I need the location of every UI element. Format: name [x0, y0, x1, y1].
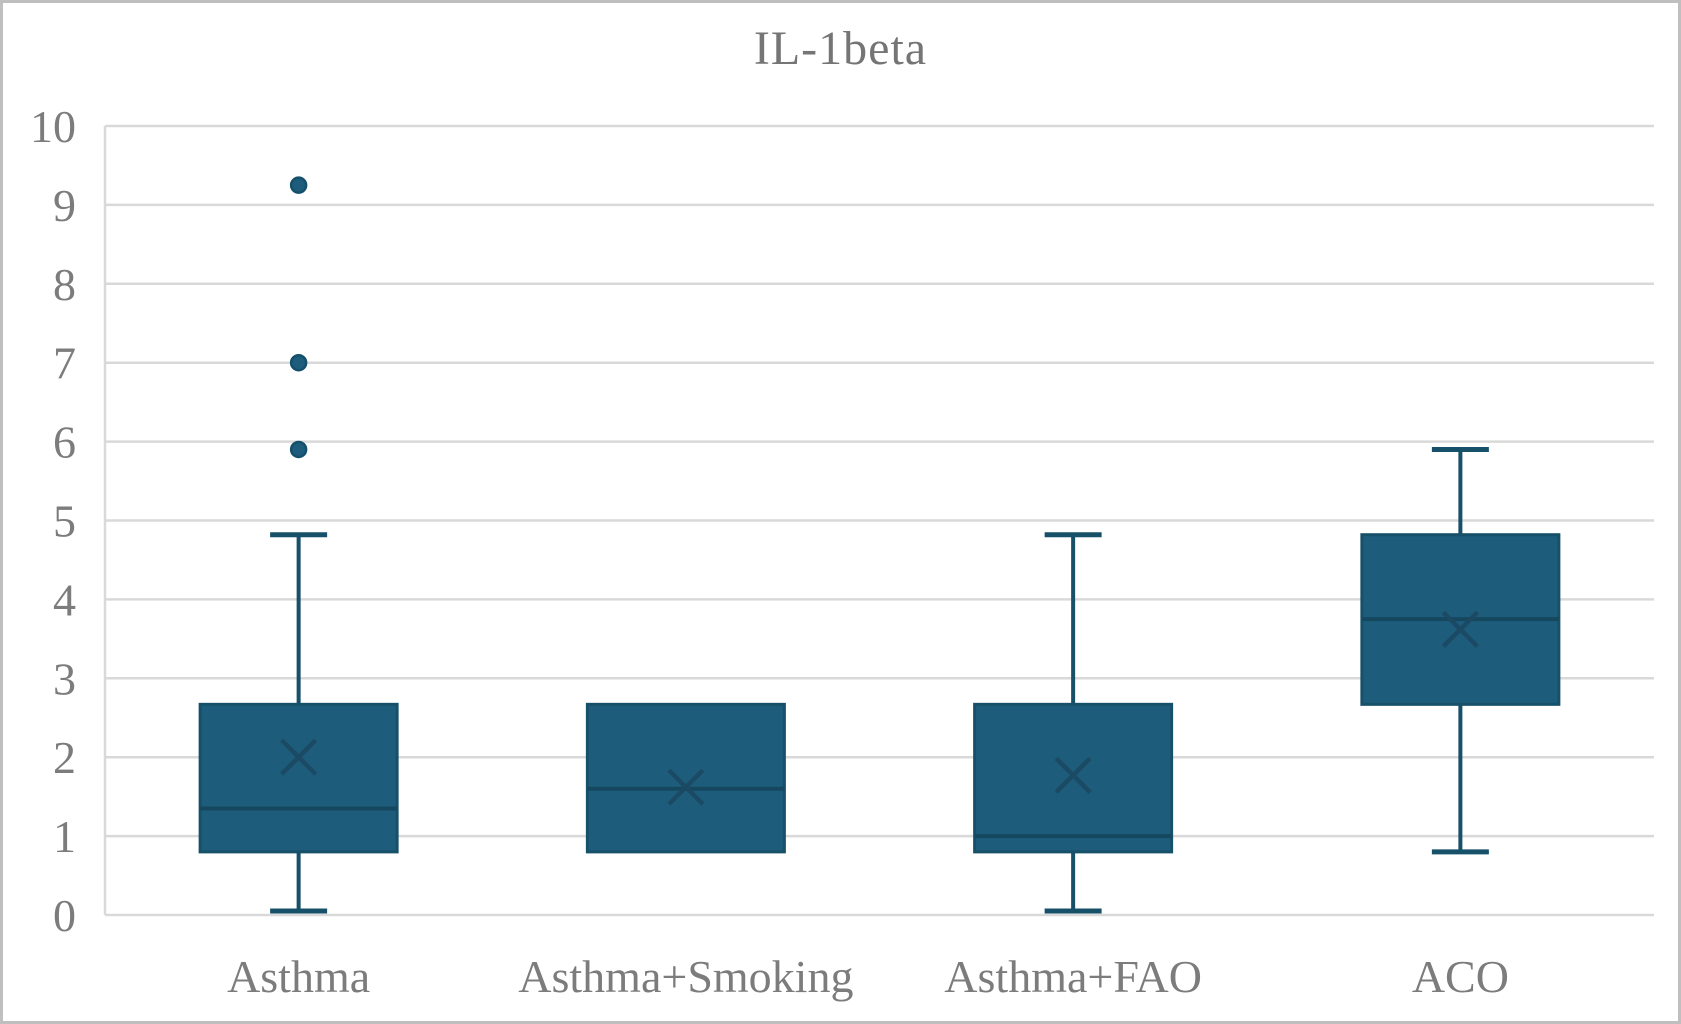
y-tick-label: 7 [53, 338, 76, 389]
mean-marker [1441, 610, 1479, 648]
y-tick-label: 3 [53, 653, 76, 704]
x-category-label: Asthma+FAO [944, 951, 1202, 1002]
x-category-label: Asthma [227, 951, 370, 1002]
box-rect [585, 702, 786, 854]
boxplot-canvas: 0 1 2 3 4 5 6 7 8 9 10 Asthma Asthma+Smoking Asthma+F… [30, 101, 1654, 1002]
mean-marker [280, 738, 318, 776]
outlier-point [289, 176, 308, 194]
outlier-point [289, 353, 308, 372]
box-group-asthma-smoking [585, 702, 786, 854]
y-tick-label: 8 [53, 259, 76, 310]
box-group-asthma [198, 176, 399, 914]
box-group-asthma-fao [973, 532, 1174, 914]
box-rect [198, 702, 399, 854]
y-tick-label: 1 [53, 811, 76, 862]
outlier-point [289, 440, 308, 459]
box-group-aco [1360, 446, 1561, 855]
y-tick-label: 4 [53, 574, 76, 625]
y-tick-label: 2 [53, 732, 76, 783]
y-tick-label: 5 [53, 496, 76, 547]
y-tick-label: 9 [53, 180, 76, 231]
mean-marker [1054, 756, 1092, 794]
mean-marker [667, 768, 705, 806]
y-tick-label: 6 [53, 417, 76, 468]
x-category-label: ACO [1412, 951, 1509, 1002]
x-category-label: Asthma+Smoking [518, 951, 853, 1002]
y-tick-label: 0 [53, 890, 76, 941]
y-tick-label: 10 [30, 101, 76, 152]
